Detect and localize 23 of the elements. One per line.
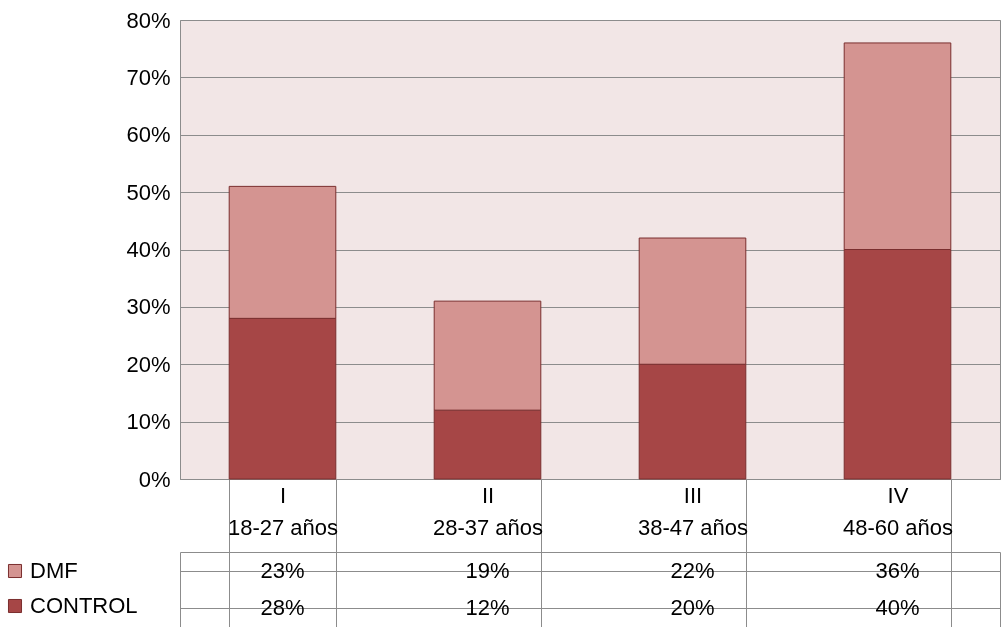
legend-label: CONTROL	[30, 593, 138, 618]
x-tick-label: III 38-47 años	[637, 482, 749, 540]
y-tick-label: 40%	[126, 237, 171, 262]
y-tick-label: 0%	[138, 466, 171, 492]
data-label: 28%	[260, 595, 305, 621]
y-tick-label: 30%	[126, 294, 171, 320]
x-tick-label: IV 48-60 años	[842, 482, 954, 540]
legend-label: DMF	[30, 558, 78, 583]
data-label: 36%	[875, 557, 920, 583]
y-tick-label: 70%	[126, 64, 171, 90]
y-tick-label: 80%	[126, 7, 171, 33]
data-label: 22%	[670, 557, 715, 583]
x-tick-label: II 28-37 años	[432, 482, 544, 540]
y-tick-label: 20%	[126, 351, 171, 377]
data-label: 12%	[465, 595, 510, 621]
y-tick-label: 50%	[126, 179, 171, 205]
x-tick-label: I 18-27 años	[227, 482, 339, 540]
y-tick-label: 60%	[126, 122, 171, 148]
data-label: 20%	[670, 595, 715, 621]
y-tick-label: 10%	[126, 409, 171, 435]
data-label: 23%	[260, 557, 305, 583]
data-label: 19%	[465, 557, 510, 583]
data-label: 40%	[875, 595, 920, 621]
